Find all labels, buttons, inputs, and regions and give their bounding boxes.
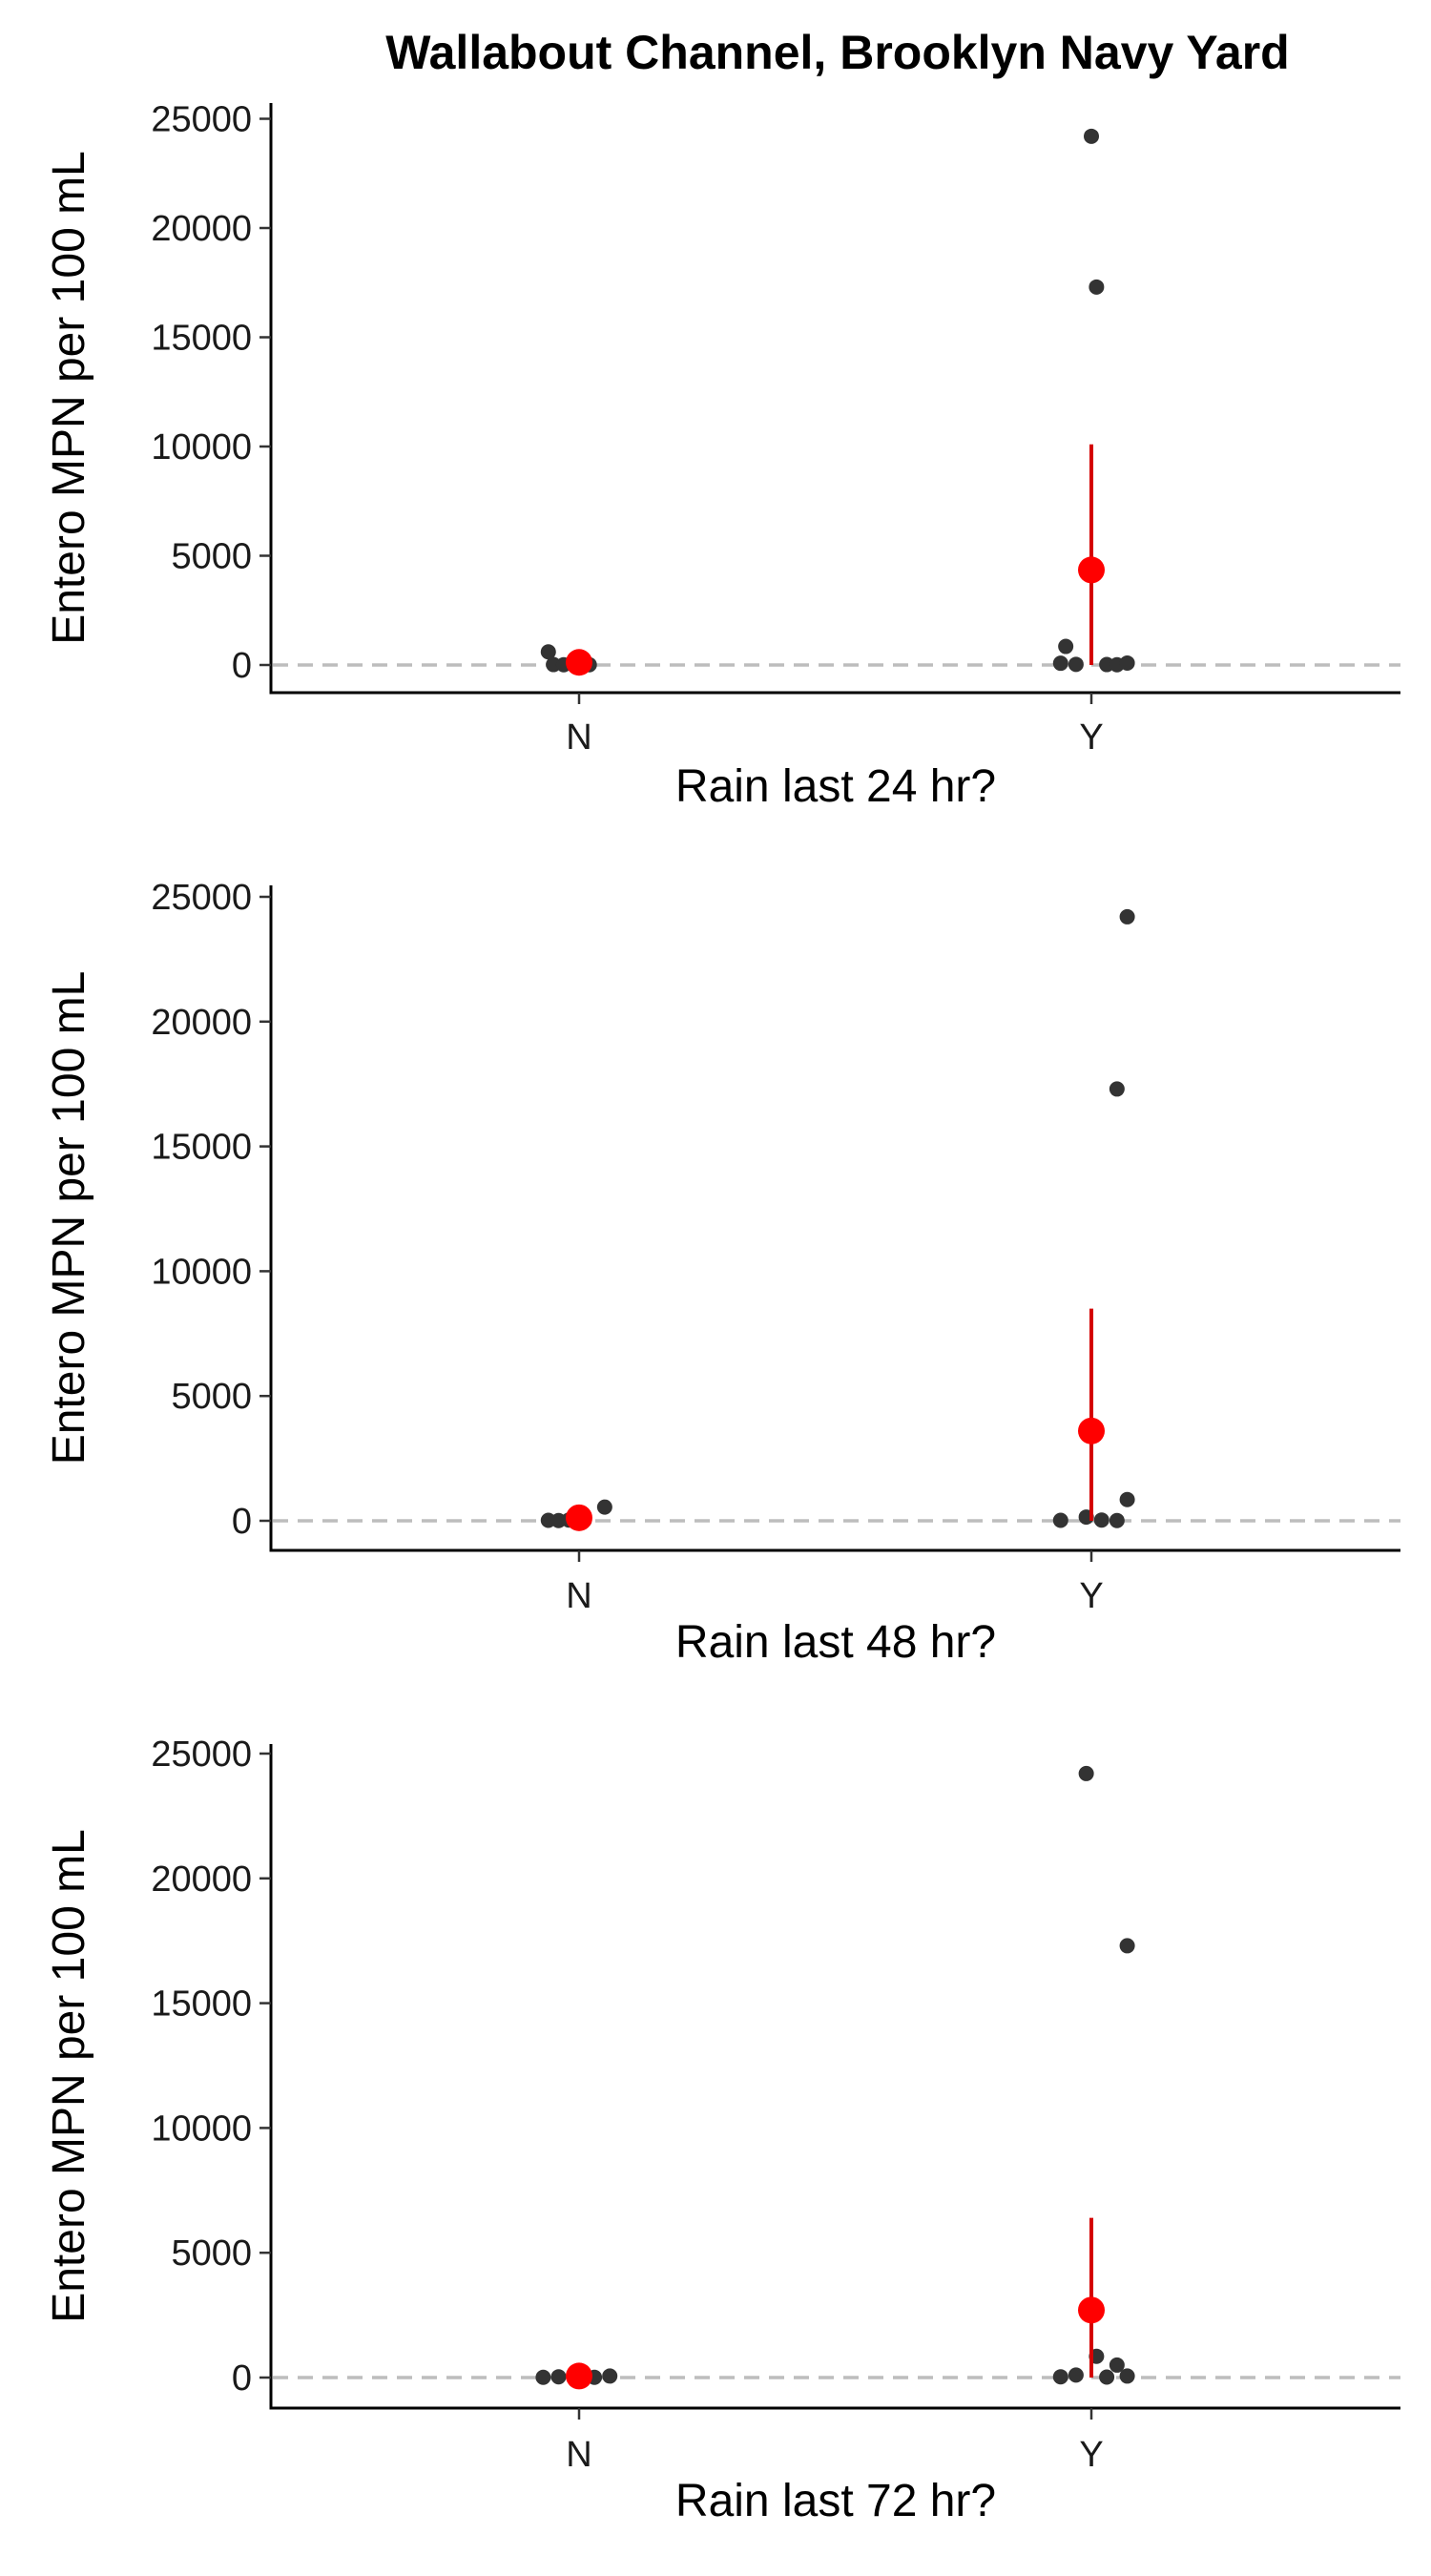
chart-panel-3: 0 5000 10000 15000 20000 25000 N Y Rain last 72 …: [44, 1735, 1400, 2526]
data-point: [602, 2368, 618, 2384]
x-axis-title: Rain last 24 hr?: [675, 761, 996, 812]
data-point: [1058, 638, 1074, 654]
data-point: [535, 2369, 551, 2385]
data-point: [1093, 1512, 1110, 1528]
data-point: [1068, 656, 1084, 673]
data-point: [1099, 2369, 1115, 2385]
y-tick-label: 10000: [151, 2109, 252, 2149]
mean-point: [1078, 556, 1105, 584]
data-point: [1119, 654, 1135, 671]
data-point: [1109, 2357, 1125, 2373]
data-point: [1119, 908, 1135, 924]
y-tick-label: 0: [232, 646, 252, 686]
y-axis-title: Entero MPN per 100 mL: [44, 1829, 94, 2323]
data-point: [540, 644, 556, 660]
chart-panel-2: 0 5000 10000 15000 20000 25000 N Y Rain last 48 …: [44, 878, 1400, 1668]
y-tick-label: 5000: [171, 2233, 252, 2274]
data-point: [596, 1499, 612, 1515]
y-tick-label: 15000: [151, 1984, 252, 2025]
data-point: [1119, 1938, 1135, 1954]
y-tick-label: 0: [232, 1502, 252, 1542]
data-point: [1109, 1081, 1125, 1097]
y-tick-label: 10000: [151, 1252, 252, 1292]
x-tick-label: N: [566, 2435, 591, 2475]
x-tick-label: N: [566, 1576, 591, 1616]
y-tick-label: 5000: [171, 1377, 252, 1417]
y-tick-label: 15000: [151, 319, 252, 359]
data-point: [1052, 2369, 1068, 2385]
y-tick-label: 0: [232, 2358, 252, 2399]
y-tick-label: 20000: [151, 1003, 252, 1043]
y-tick-label: 20000: [151, 209, 252, 249]
mean-point: [1078, 2296, 1105, 2324]
data-point: [1089, 279, 1105, 295]
x-tick-label: Y: [1079, 1576, 1103, 1616]
mean-point: [566, 1504, 592, 1531]
x-tick-label: N: [566, 717, 591, 758]
data-point: [1109, 1512, 1125, 1528]
data-point: [550, 2369, 567, 2385]
y-tick-label: 25000: [151, 100, 252, 140]
data-point: [1119, 1491, 1135, 1507]
x-axis-title: Rain last 48 hr?: [675, 1617, 996, 1668]
data-point: [1119, 2368, 1135, 2384]
mean-point: [1078, 1417, 1105, 1444]
x-tick-label: Y: [1079, 717, 1103, 758]
y-tick-label: 10000: [151, 427, 252, 467]
data-point: [1052, 655, 1068, 672]
chart-panels: 0 5000 10000 15000 20000 25000 N Y Rain last 24 …: [44, 100, 1400, 2526]
data-point: [1068, 2367, 1084, 2383]
mean-point: [566, 649, 592, 676]
chart-panel-1: 0 5000 10000 15000 20000 25000 N Y Rain last 24 …: [44, 100, 1400, 812]
y-tick-label: 15000: [151, 1128, 252, 1168]
data-point: [1078, 1765, 1094, 1781]
y-tick-label: 25000: [151, 878, 252, 918]
y-tick-label: 25000: [151, 1735, 252, 1775]
data-point: [1052, 1512, 1068, 1528]
x-tick-label: Y: [1079, 2435, 1103, 2475]
y-tick-label: 20000: [151, 1859, 252, 1900]
data-point: [1084, 128, 1099, 144]
x-axis-title: Rain last 72 hr?: [675, 2476, 996, 2526]
y-axis-title: Entero MPN per 100 mL: [44, 151, 94, 645]
chart-title: Wallabout Channel, Brooklyn Navy Yard: [385, 26, 1289, 79]
y-axis-title: Entero MPN per 100 mL: [44, 971, 94, 1465]
y-tick-label: 5000: [171, 537, 252, 577]
mean-point: [566, 2362, 592, 2390]
